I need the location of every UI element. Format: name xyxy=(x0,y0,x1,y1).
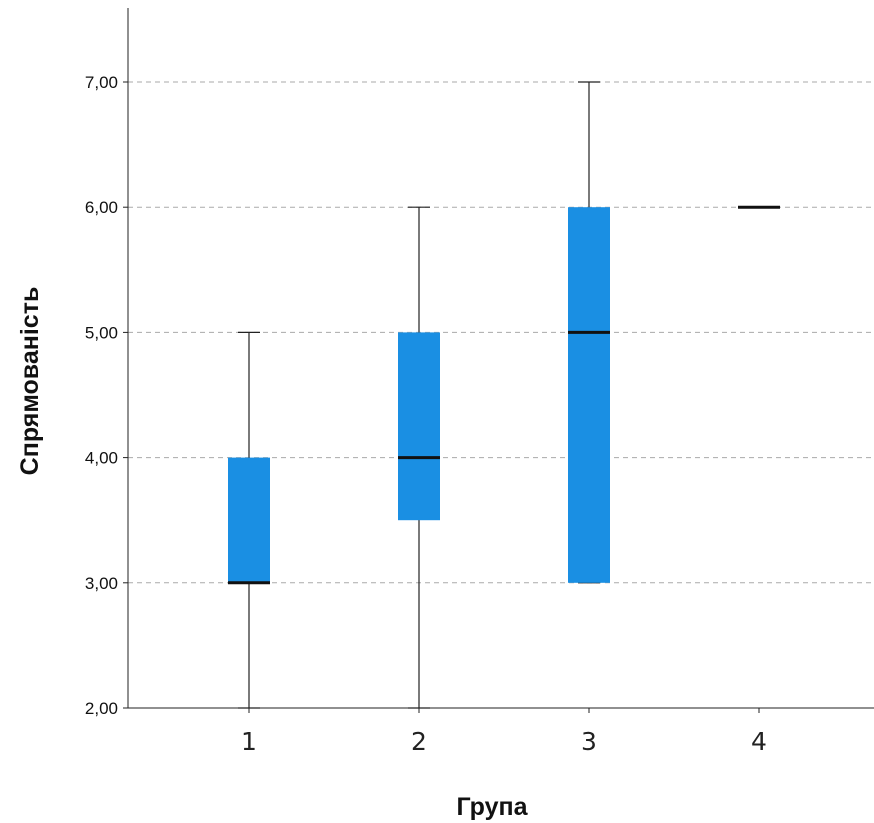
x-tick-labels: 1 2 3 4 xyxy=(241,727,767,756)
x-tick-label: 3 xyxy=(581,727,597,756)
y-tick-labels: 2,00 3,00 4,00 5,00 6,00 7,00 xyxy=(85,73,118,718)
y-tick-label: 6,00 xyxy=(85,198,118,217)
box-group-1 xyxy=(228,331,270,709)
box xyxy=(228,457,270,583)
box-group-2 xyxy=(398,206,440,709)
x-tick-label: 4 xyxy=(751,727,767,756)
y-tick-label: 2,00 xyxy=(85,699,118,718)
x-tick-label: 2 xyxy=(411,727,427,756)
box-series xyxy=(228,81,780,709)
y-tick-label: 3,00 xyxy=(85,574,118,593)
x-axis-title: Група xyxy=(456,793,528,821)
y-axis-title: Спрямованість xyxy=(16,287,44,476)
box-group-3 xyxy=(568,81,610,584)
box xyxy=(568,207,610,583)
y-tick-label: 4,00 xyxy=(85,449,118,468)
box xyxy=(398,332,440,521)
axes xyxy=(123,8,874,713)
y-tick-label: 7,00 xyxy=(85,73,118,92)
y-tick-label: 5,00 xyxy=(85,323,118,342)
x-tick-label: 1 xyxy=(241,727,257,756)
